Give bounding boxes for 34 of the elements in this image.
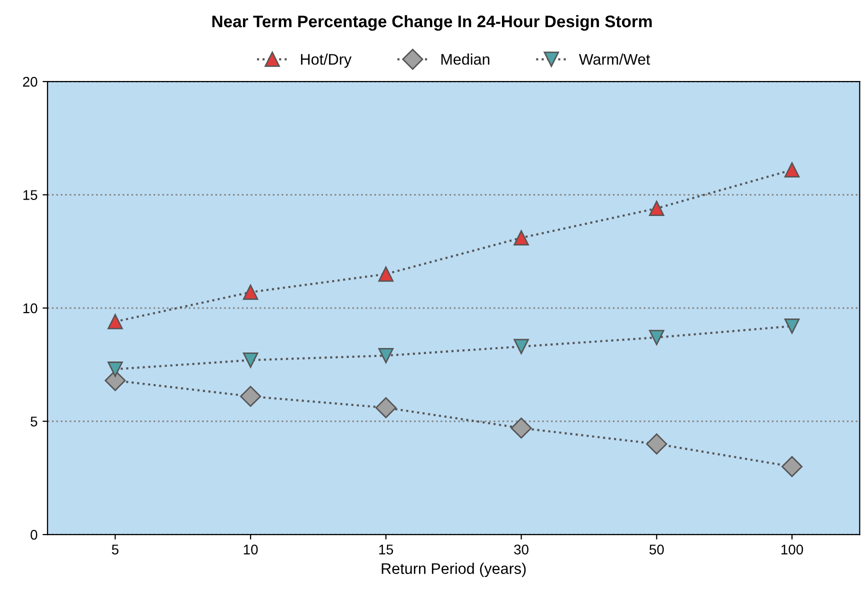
legend-label: Hot/Dry	[301, 54, 352, 68]
x-tick-label: 30	[514, 544, 528, 554]
point	[781, 456, 803, 478]
point	[378, 348, 394, 364]
x-axis-title: Return Period (years)	[382, 562, 526, 578]
x-tick-label: 5	[112, 544, 118, 554]
point	[649, 330, 664, 346]
y-tick-label: 0	[30, 530, 38, 540]
point	[784, 162, 800, 178]
x-tick-label: 50	[649, 544, 664, 554]
point	[649, 200, 664, 216]
x-tick-label: 10	[244, 544, 258, 554]
point	[514, 230, 529, 246]
point	[514, 338, 529, 354]
y-tick-label: 10	[23, 303, 38, 314]
point	[378, 266, 394, 282]
y-tick-label: 5	[30, 416, 38, 426]
point	[784, 318, 800, 334]
point	[108, 314, 123, 330]
point	[646, 433, 668, 454]
point	[108, 362, 123, 377]
legend-label: Warm/Wet	[578, 54, 650, 65]
point	[242, 352, 258, 368]
point	[240, 386, 262, 407]
x-tick-label: 100	[781, 544, 804, 554]
point	[375, 397, 396, 418]
point	[242, 284, 258, 300]
point	[104, 370, 126, 392]
point	[510, 418, 532, 439]
x-tick-label: 15	[379, 544, 394, 554]
chart-title: Near Term Percentage Change In 24-Hour Design Storm	[212, 15, 652, 31]
y-tick-label: 20	[23, 76, 38, 87]
legend-label: Median	[441, 54, 490, 65]
y-tick-label: 15	[23, 190, 38, 200]
